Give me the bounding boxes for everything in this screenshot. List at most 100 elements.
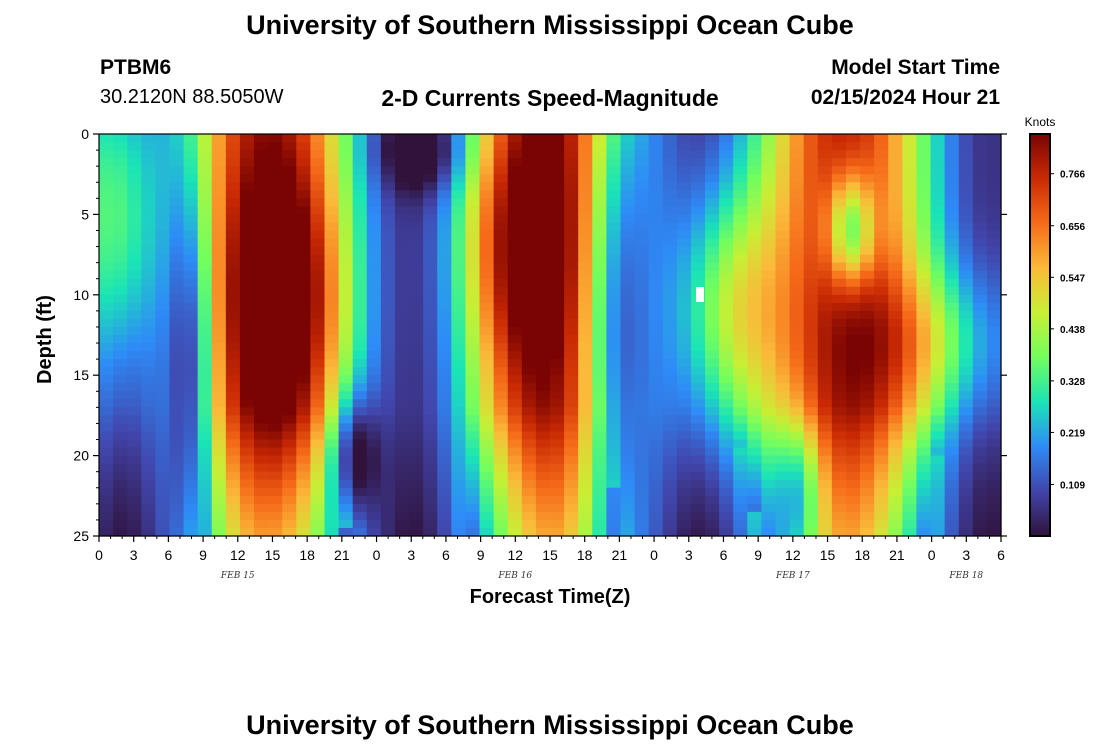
heatmap-cell	[352, 294, 368, 304]
heatmap-cell	[676, 431, 692, 441]
heatmap-cell	[662, 431, 678, 441]
heatmap-cell	[705, 439, 720, 449]
heatmap-cell	[211, 407, 227, 416]
heatmap-cell	[578, 286, 593, 296]
heatmap-cell	[817, 254, 833, 264]
heatmap-cell	[451, 471, 467, 481]
heatmap-cell	[423, 270, 438, 280]
heatmap-cell	[507, 431, 523, 441]
heatmap-cell	[860, 407, 875, 416]
heatmap-cell	[423, 206, 438, 215]
heatmap-cell	[930, 206, 946, 215]
heatmap-cell	[916, 351, 932, 360]
heatmap-cell	[986, 142, 1002, 151]
heatmap-cell	[550, 166, 565, 175]
heatmap-cell	[705, 294, 720, 304]
heatmap-cell	[592, 415, 607, 425]
heatmap-cell	[944, 431, 960, 441]
heatmap-cell	[958, 222, 974, 232]
heatmap-cell	[817, 198, 833, 207]
heatmap-cell	[225, 198, 241, 207]
heatmap-cell	[902, 190, 918, 199]
heatmap-cell	[662, 519, 678, 529]
heatmap-cell	[155, 134, 171, 143]
heatmap-cell	[225, 367, 241, 376]
heatmap-cell	[183, 246, 199, 256]
heatmap-cell	[789, 335, 805, 344]
heatmap-cell	[99, 351, 114, 360]
heatmap-cell	[662, 343, 678, 352]
x-tick-label: 6	[442, 547, 450, 563]
heatmap-cell	[437, 367, 452, 376]
heatmap-cell	[944, 399, 960, 408]
heatmap-cell	[676, 527, 692, 537]
heatmap-cell	[705, 214, 720, 224]
heatmap-cell	[394, 254, 410, 264]
heatmap-cell	[113, 142, 128, 151]
heatmap-cell	[944, 222, 960, 232]
heatmap-cell	[620, 182, 636, 191]
heatmap-cell	[366, 150, 382, 159]
heatmap-cell	[423, 431, 438, 441]
heatmap-cell	[986, 302, 1002, 312]
heatmap-cell	[789, 359, 805, 368]
heatmap-cell	[874, 174, 889, 183]
heatmap-cell	[986, 310, 1002, 320]
heatmap-cell	[479, 254, 495, 264]
heatmap-cell	[606, 471, 622, 481]
heatmap-cell	[986, 182, 1002, 191]
heatmap-cell	[719, 495, 734, 505]
heatmap-cell	[465, 174, 481, 183]
heatmap-cell	[211, 479, 227, 489]
heatmap-cell	[578, 302, 593, 312]
heatmap-cell	[902, 142, 918, 151]
heatmap-cell	[338, 415, 354, 425]
heatmap-cell	[845, 238, 861, 248]
heatmap-cell	[550, 254, 565, 264]
heatmap-cell	[874, 214, 889, 224]
heatmap-cell	[282, 286, 297, 296]
heatmap-cell	[352, 423, 368, 433]
heatmap-cell	[620, 455, 636, 465]
heatmap-cell	[550, 134, 565, 143]
heatmap-cell	[239, 407, 255, 416]
heatmap-cell	[268, 302, 283, 312]
heatmap-cell	[761, 447, 777, 457]
heatmap-cell	[127, 254, 142, 264]
heatmap-cell	[535, 310, 551, 320]
heatmap-cell	[535, 479, 551, 489]
heatmap-cell	[310, 134, 326, 143]
heatmap-cell	[719, 142, 734, 151]
heatmap-cell	[662, 246, 678, 256]
heatmap-cell	[296, 166, 311, 175]
heatmap-cell	[648, 270, 664, 280]
heatmap-cell	[521, 487, 537, 497]
heatmap-cell	[564, 238, 579, 248]
heatmap-cell	[465, 230, 481, 240]
heatmap-cell	[338, 343, 354, 352]
heatmap-cell	[155, 431, 171, 441]
heatmap-cell	[409, 182, 424, 191]
heatmap-cell	[747, 142, 762, 151]
heatmap-cell	[296, 206, 311, 215]
heatmap-cell	[944, 375, 960, 384]
heatmap-cell	[719, 174, 734, 183]
heatmap-cell	[282, 182, 297, 191]
heatmap-cell	[479, 463, 495, 473]
heatmap-cell	[521, 495, 537, 505]
heatmap-cell	[409, 519, 424, 529]
heatmap-cell	[239, 198, 255, 207]
heatmap-cell	[789, 391, 805, 400]
heatmap-cell	[578, 471, 593, 481]
heatmap-cell	[944, 359, 960, 368]
heatmap-cell	[930, 246, 946, 256]
heatmap-cell	[521, 343, 537, 352]
heatmap-cell	[747, 351, 762, 360]
heatmap-cell	[197, 383, 213, 392]
heatmap-cell	[535, 294, 551, 304]
heatmap-cell	[775, 463, 791, 473]
heatmap-cell	[127, 302, 142, 312]
heatmap-cell	[648, 383, 664, 392]
heatmap-cell	[507, 527, 523, 537]
heatmap-cell	[141, 254, 156, 264]
